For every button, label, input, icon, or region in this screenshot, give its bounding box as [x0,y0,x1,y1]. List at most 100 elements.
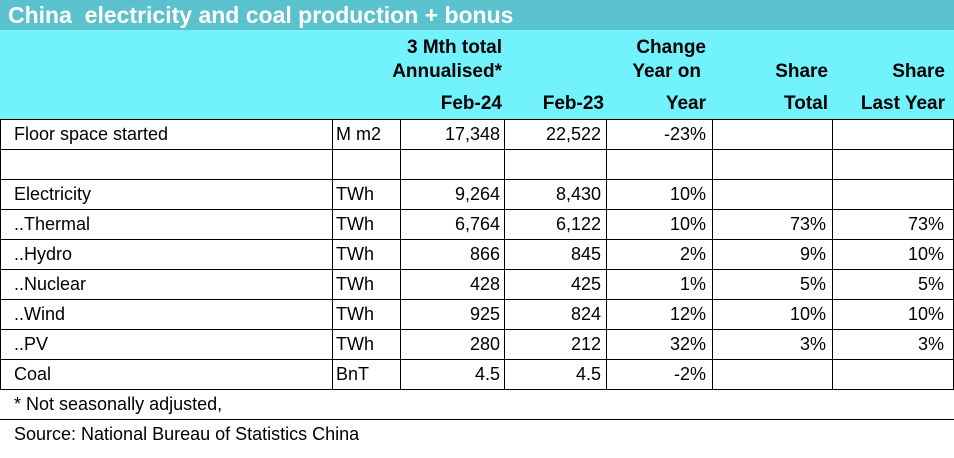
header-annualised-line1: 3 Mth total [407,37,502,58]
header-change-line1: Change [636,37,706,58]
row-yoy-change: 1% [679,274,706,294]
table-row: ..Hydro TWh 866 845 2% 9% 10% [0,240,954,270]
row-unit: TWh [336,274,374,294]
column-divider [332,360,333,390]
row-unit: TWh [336,214,374,234]
table-row [0,150,954,180]
column-divider [504,180,505,210]
column-divider [606,180,607,210]
row-share-total: 3% [799,334,826,354]
column-divider [712,150,713,180]
column-divider [606,360,607,390]
row-feb23: 425 [570,274,601,294]
column-divider [0,240,1,270]
row-yoy-change: 10% [669,214,706,234]
footnote-text: * Not seasonally adjusted, [14,394,223,414]
column-divider [712,300,713,330]
row-share-total: 5% [799,274,826,294]
column-divider [832,240,833,270]
column-divider [504,150,505,180]
column-divider [332,240,333,270]
row-feb23: 4.5 [575,364,601,384]
column-divider [332,330,333,360]
column-divider [332,210,333,240]
column-divider [712,210,713,240]
row-label: ..Nuclear [14,274,87,294]
row-feb24: 280 [469,334,500,354]
column-divider [504,210,505,240]
row-feb24: 428 [469,274,500,294]
row-feb23: 824 [570,304,601,324]
row-unit: TWh [336,184,374,204]
row-label: Floor space started [14,124,169,144]
column-divider [400,120,401,150]
column-divider [332,180,333,210]
column-divider [400,210,401,240]
row-share-last-year: 10% [907,244,944,264]
row-label: ..Thermal [14,214,91,234]
column-divider [832,330,833,360]
table-row: ..Nuclear TWh 428 425 1% 5% 5% [0,270,954,300]
row-feb23: 22,522 [545,124,601,144]
column-divider [400,150,401,180]
column-divider [606,270,607,300]
column-divider [606,150,607,180]
header-change-line2: Year on [632,61,701,82]
row-label: ..PV [14,334,49,354]
column-divider [400,330,401,360]
row-share-total: 9% [799,244,826,264]
column-divider [0,150,1,180]
column-divider [832,210,833,240]
column-divider [712,180,713,210]
table-header: 3 Mth total Annualised* Feb-24 Feb-23 Ch… [0,30,954,120]
row-feb24: 6,764 [454,214,500,234]
row-share-last-year: 5% [917,274,944,294]
column-divider [0,180,1,210]
table-row: Floor space started M m2 17,348 22,522 -23% [0,119,954,150]
column-divider [0,210,1,240]
row-label: ..Hydro [14,244,73,264]
column-divider [504,360,505,390]
table-row: Coal BnT 4.5 4.5 -2% [0,360,954,390]
column-divider [712,330,713,360]
column-divider [712,270,713,300]
source-note: Source: National Bureau of Statistics Ch… [0,420,954,450]
row-unit: TWh [336,244,374,264]
header-feb24: Feb-24 [440,93,502,114]
row-label: Electricity [14,184,92,204]
column-divider [332,150,333,180]
row-yoy-change: -2% [673,364,706,384]
column-divider [606,240,607,270]
column-divider [832,180,833,210]
header-feb23: Feb-23 [542,93,604,114]
column-divider [400,240,401,270]
row-feb24: 4.5 [474,364,500,384]
column-divider [504,240,505,270]
column-divider [712,360,713,390]
column-divider [504,300,505,330]
column-divider [0,120,1,150]
column-divider [504,120,505,150]
row-label: Coal [14,364,52,384]
row-share-total: 10% [789,304,826,324]
column-divider [0,270,1,300]
column-divider [332,120,333,150]
column-divider [0,330,1,360]
column-divider [832,300,833,330]
column-divider [332,300,333,330]
row-feb23: 6,122 [555,214,601,234]
column-divider [504,270,505,300]
row-share-last-year: 73% [907,214,944,234]
row-unit: M m2 [336,124,381,144]
header-change-line3: Year [665,93,706,114]
row-feb23: 845 [570,244,601,264]
column-divider [400,300,401,330]
row-yoy-change: -23% [663,124,706,144]
header-share-total-line1: Share [775,61,828,82]
row-share-last-year: 10% [907,304,944,324]
row-yoy-change: 32% [669,334,706,354]
row-feb23: 8,430 [555,184,601,204]
column-divider [400,360,401,390]
column-divider [504,330,505,360]
row-feb24: 17,348 [444,124,500,144]
